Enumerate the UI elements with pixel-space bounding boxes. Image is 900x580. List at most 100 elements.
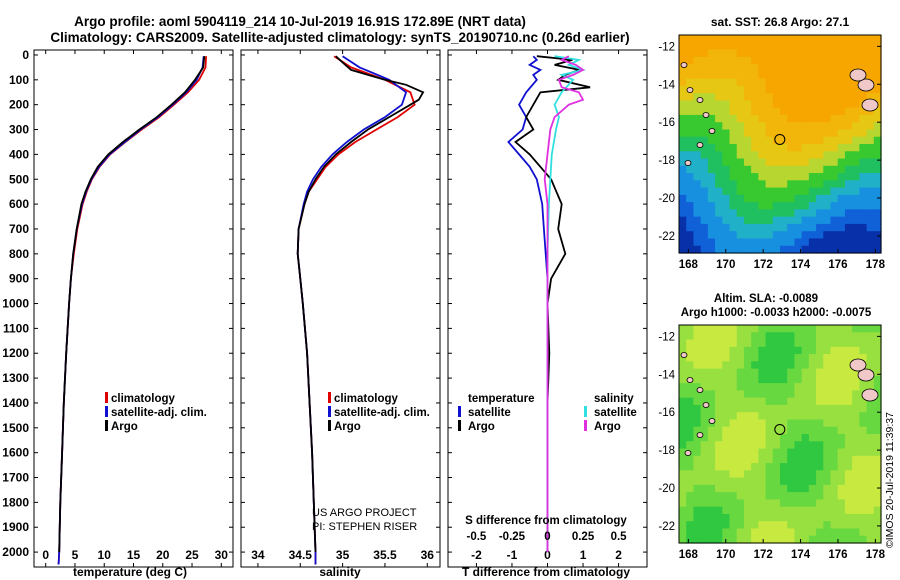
map-cell xyxy=(679,85,687,94)
map-cell xyxy=(693,455,702,464)
map-cell xyxy=(823,100,832,109)
map-cell xyxy=(837,397,846,406)
map-cell xyxy=(844,434,853,442)
map-cell xyxy=(808,158,817,167)
map-cell xyxy=(772,434,781,442)
map-cell xyxy=(736,144,745,152)
map-cell xyxy=(700,231,709,240)
map-cell xyxy=(859,426,868,435)
map-cell xyxy=(729,49,738,58)
lat-tick-label: -16 xyxy=(658,407,675,419)
map-cell xyxy=(794,455,803,464)
map-cell xyxy=(801,325,810,333)
sst-map-title: sat. SST: 26.8 Argo: 27.1 xyxy=(711,15,850,29)
map-cell xyxy=(787,470,796,479)
map-cell xyxy=(787,463,796,471)
map-cell xyxy=(801,64,810,72)
map-cell xyxy=(743,71,752,80)
salinity-xlabel: salinity xyxy=(319,565,361,579)
map-cell xyxy=(772,492,781,500)
map-cell xyxy=(715,136,723,145)
map-cell xyxy=(729,165,738,174)
map-cell xyxy=(707,35,716,43)
map-cell xyxy=(852,165,860,174)
map-cell xyxy=(729,499,738,508)
map-cell xyxy=(852,144,860,152)
map-cell xyxy=(823,383,832,391)
map-cell xyxy=(679,346,687,355)
map-cell xyxy=(715,528,723,537)
map-cell xyxy=(808,499,817,508)
map-cell xyxy=(823,129,832,138)
map-cell xyxy=(780,202,788,210)
map-cell xyxy=(852,383,860,391)
map-cell xyxy=(780,49,788,58)
map-cell xyxy=(686,165,695,174)
map-cell xyxy=(837,136,846,145)
map-cell xyxy=(700,506,709,515)
map-cell xyxy=(808,114,817,123)
map-cell xyxy=(715,477,723,486)
map-cell xyxy=(707,151,716,160)
map-cell xyxy=(801,397,810,406)
series-line-salinity-satellite xyxy=(546,55,587,553)
map-cell xyxy=(722,151,731,160)
map-cell xyxy=(873,412,882,421)
map-cell xyxy=(830,173,839,181)
map-cell xyxy=(787,346,796,355)
map-cell xyxy=(736,173,745,181)
map-cell xyxy=(830,383,839,391)
map-cell xyxy=(729,144,738,152)
map-cell xyxy=(830,535,839,544)
map-cell xyxy=(787,492,796,500)
map-cell xyxy=(816,56,824,65)
map-cell xyxy=(679,129,687,138)
map-cell xyxy=(693,144,702,152)
map-cell xyxy=(736,180,745,189)
map-cell xyxy=(765,223,774,232)
map-cell xyxy=(780,71,788,80)
island xyxy=(696,97,704,103)
island xyxy=(696,387,704,393)
map-cell xyxy=(837,114,846,123)
map-cell xyxy=(693,64,702,72)
map-cell xyxy=(679,100,687,109)
map-cell xyxy=(852,339,860,348)
map-cell xyxy=(772,535,781,544)
map-cell xyxy=(736,93,745,101)
map-cell xyxy=(765,354,774,362)
map-cell xyxy=(873,441,882,450)
map-cell xyxy=(679,441,687,450)
map-cell xyxy=(794,535,803,544)
map-cell xyxy=(758,535,767,544)
map-cell xyxy=(715,346,723,355)
map-cell xyxy=(686,78,695,87)
map-cell xyxy=(743,506,752,515)
map-cell xyxy=(679,180,687,189)
map-cell xyxy=(808,521,817,530)
map-cell xyxy=(707,513,716,522)
map-cell xyxy=(751,173,759,181)
map-cell xyxy=(722,122,731,131)
map-cell xyxy=(852,209,860,218)
map-cell xyxy=(736,238,745,247)
map-cell xyxy=(801,187,810,196)
map-cell xyxy=(700,42,709,51)
map-cell xyxy=(729,470,738,479)
map-cell xyxy=(715,209,723,218)
map-cell xyxy=(816,397,824,406)
map-cell xyxy=(801,216,810,225)
map-cell xyxy=(780,492,788,500)
map-cell xyxy=(873,506,882,515)
map-cell xyxy=(693,122,702,131)
map-cell xyxy=(765,85,774,94)
map-cell xyxy=(722,390,731,399)
map-cell xyxy=(844,419,853,428)
map-cell xyxy=(859,470,868,479)
map-cell xyxy=(830,238,839,247)
map-cell xyxy=(743,513,752,522)
map-cell xyxy=(808,455,817,464)
map-cell xyxy=(808,354,817,362)
map-cell xyxy=(794,35,803,43)
